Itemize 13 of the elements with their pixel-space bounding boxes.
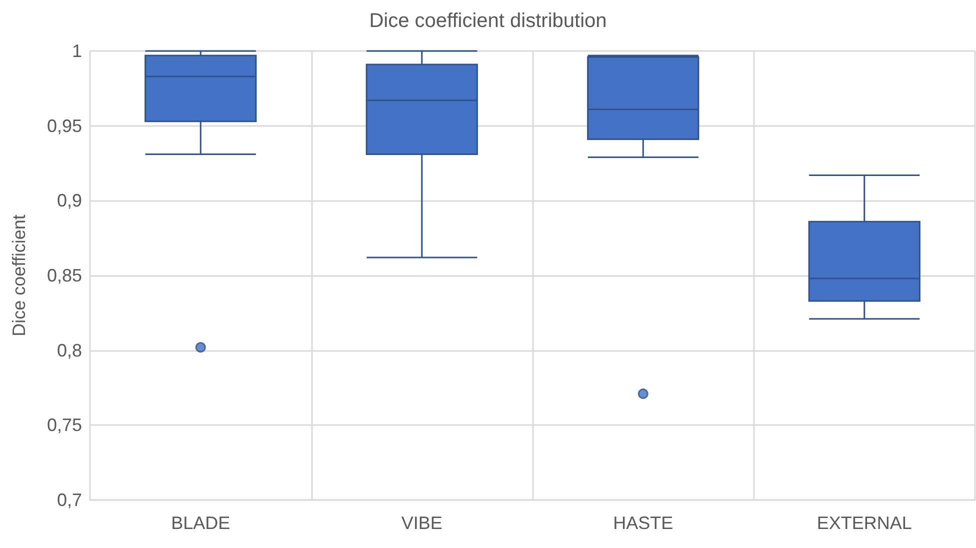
y-tick-label: 0,7 (56, 490, 82, 510)
y-tick-label: 0,85 (46, 266, 82, 286)
x-tick-label: HASTE (613, 513, 674, 533)
y-tick-label: 0,75 (46, 415, 82, 436)
y-tick-label: 0,8 (56, 340, 82, 360)
chart-title: Dice coefficient distribution (369, 10, 607, 32)
x-tick-label: BLADE (171, 513, 230, 533)
x-tick-label: EXTERNAL (816, 513, 912, 533)
y-axis-title: Dice coefficient (9, 214, 29, 336)
y-tick-label: 0,95 (46, 116, 82, 136)
y-tick-label: 0,9 (56, 190, 82, 211)
y-tick-label: 1 (72, 41, 82, 61)
x-tick-label: VIBE (401, 513, 442, 533)
